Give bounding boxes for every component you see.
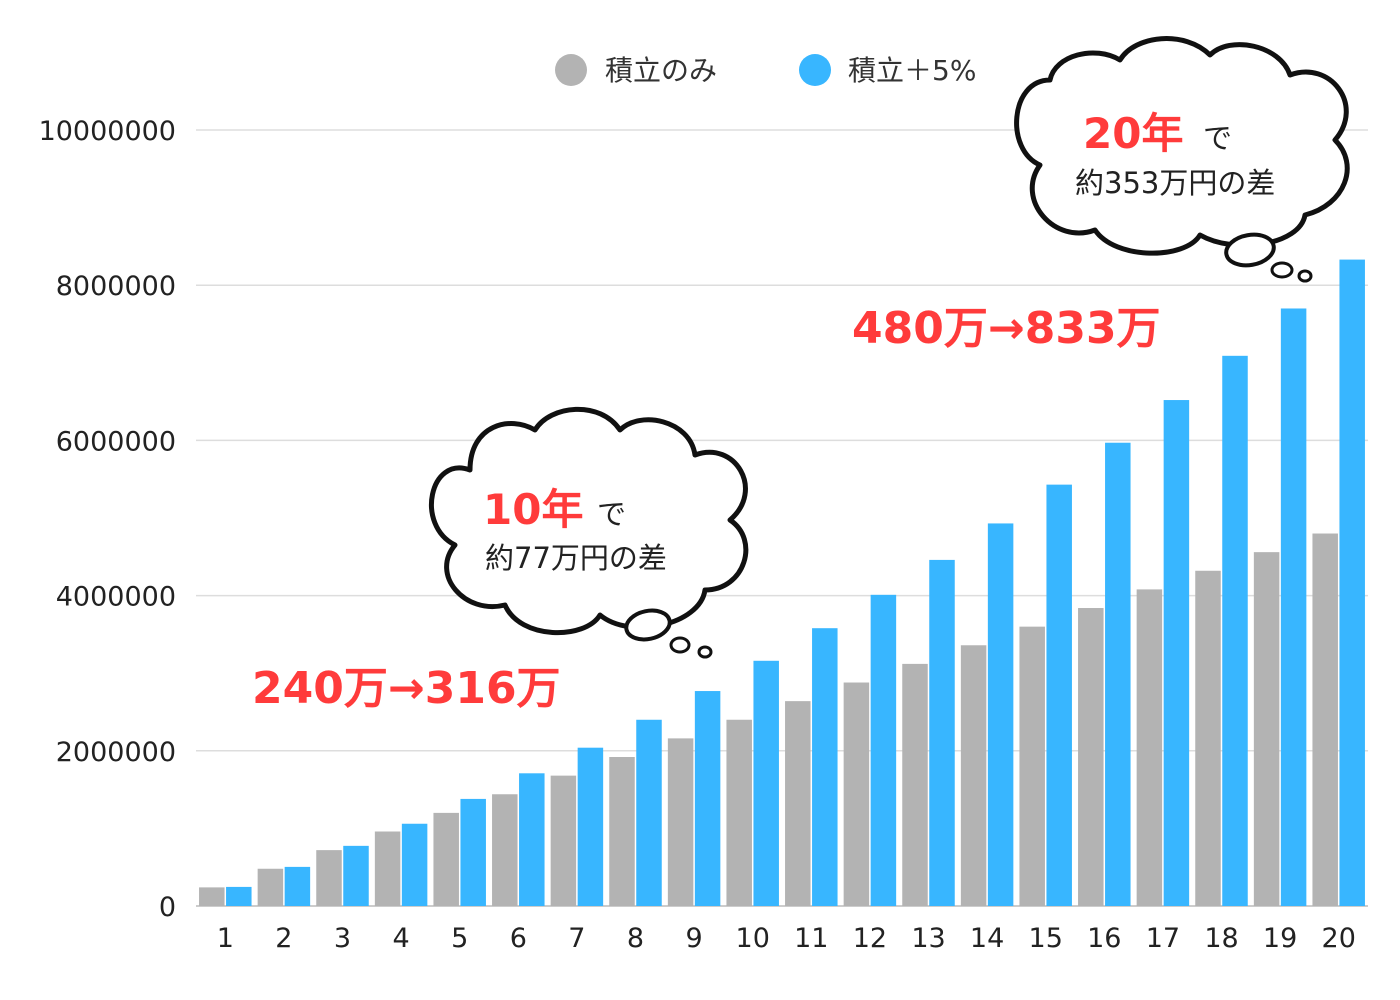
x-tick-label: 20 <box>1322 923 1356 954</box>
bar-savings-plus-5pct-year-2 <box>284 866 311 906</box>
bar-savings-only-year-13 <box>902 663 928 906</box>
legend: 積立のみ 積立＋5% <box>555 54 976 87</box>
bar-savings-only-year-2 <box>257 868 284 906</box>
x-tick-label: 8 <box>627 923 644 954</box>
bar-savings-plus-5pct-year-9 <box>694 691 721 906</box>
cloud-bubble <box>1297 269 1313 283</box>
x-tick-label: 3 <box>334 923 351 954</box>
y-tick-label: 2000000 <box>56 737 176 768</box>
bar-savings-plus-5pct-year-17 <box>1163 400 1190 906</box>
bar-savings-only-year-20 <box>1312 533 1338 906</box>
x-tick-label: 6 <box>510 923 527 954</box>
bar-savings-only-year-17 <box>1136 589 1163 906</box>
y-tick-label: 10000000 <box>39 116 176 147</box>
cloud-20-emphasis: 20年 <box>1083 109 1183 158</box>
bar-savings-only-year-14 <box>960 645 987 906</box>
cloud-10-difference: 約77万円の差 <box>485 541 667 575</box>
legend-marker-1 <box>555 54 587 86</box>
bar-savings-only-year-9 <box>667 738 694 906</box>
x-tick-label: 11 <box>794 923 828 954</box>
legend-marker-2 <box>799 54 831 86</box>
legend-label-1: 積立のみ <box>605 54 717 87</box>
annotation-20-years: 480万→833万 <box>852 303 1161 354</box>
y-tick-label: 0 <box>159 892 176 923</box>
x-tick-label: 10 <box>736 923 770 954</box>
cloud-shape <box>1014 36 1350 256</box>
x-tick-label: 9 <box>686 923 703 954</box>
bar-savings-plus-5pct-year-3 <box>343 845 369 906</box>
y-tick-label: 6000000 <box>56 426 176 457</box>
bar-savings-only-year-8 <box>609 757 635 906</box>
cloud-10-emphasis: 10年 <box>483 485 583 534</box>
bar-savings-plus-5pct-year-1 <box>226 886 252 906</box>
bar-savings-only-year-1 <box>199 887 225 906</box>
bar-savings-plus-5pct-year-19 <box>1280 308 1307 907</box>
y-tick-label: 4000000 <box>56 582 176 613</box>
cloud-bubble <box>624 608 672 642</box>
x-tick-label: 5 <box>451 923 468 954</box>
bar-savings-plus-5pct-year-18 <box>1222 355 1248 906</box>
bar-savings-plus-5pct-year-7 <box>577 747 604 906</box>
bar-savings-plus-5pct-year-10 <box>753 660 779 906</box>
cloud-bubble <box>669 636 691 654</box>
bar-savings-only-year-15 <box>1019 626 1045 906</box>
cloud-shape <box>429 406 749 636</box>
bar-savings-only-year-11 <box>785 701 811 906</box>
x-tick-label: 7 <box>568 923 585 954</box>
x-tick-label: 14 <box>970 923 1004 954</box>
x-tick-label: 18 <box>1204 923 1238 954</box>
bar-savings-plus-5pct-year-5 <box>460 798 486 906</box>
x-tick-label: 2 <box>275 923 292 954</box>
bar-savings-only-year-6 <box>492 794 518 906</box>
x-tick-label: 16 <box>1087 923 1121 954</box>
bar-savings-plus-5pct-year-8 <box>636 719 662 906</box>
x-tick-label: 17 <box>1146 923 1180 954</box>
bar-savings-only-year-3 <box>316 850 342 906</box>
bar-savings-only-year-12 <box>843 682 870 906</box>
bar-savings-plus-5pct-year-6 <box>519 773 545 906</box>
bar-savings-plus-5pct-year-16 <box>1105 442 1131 906</box>
x-tick-label: 1 <box>217 923 234 954</box>
thought-cloud-10-years: 10年 で 約77万円の差 <box>429 406 749 659</box>
bar-savings-plus-5pct-year-14 <box>987 523 1014 906</box>
bar-savings-plus-5pct-year-15 <box>1046 484 1072 906</box>
bar-savings-plus-5pct-year-12 <box>870 594 897 906</box>
x-tick-label: 13 <box>911 923 945 954</box>
x-axis: 1 2 3 4 5 6 7 8 9 10 11 12 13 14 15 16 17 18 19 20 <box>217 923 1356 954</box>
thought-cloud-20-years: 20年 で 約353万円の差 <box>1014 36 1350 283</box>
bar-savings-plus-5pct-year-20 <box>1339 259 1365 906</box>
x-tick-label: 19 <box>1263 923 1297 954</box>
bar-savings-only-year-7 <box>550 775 577 906</box>
bar-savings-only-year-16 <box>1078 608 1104 906</box>
bar-savings-only-year-18 <box>1195 570 1221 906</box>
x-tick-label: 12 <box>853 923 887 954</box>
y-tick-label: 8000000 <box>56 271 176 302</box>
y-axis: 0 2000000 4000000 6000000 8000000 10000000 <box>39 116 176 923</box>
bar-savings-only-year-4 <box>374 831 401 906</box>
cloud-bubble <box>1270 261 1294 279</box>
gridlines <box>196 129 1368 907</box>
bar-savings-plus-5pct-year-11 <box>812 628 838 906</box>
annotation-10-years: 240万→316万 <box>252 663 561 714</box>
bar-savings-plus-5pct-year-13 <box>929 559 955 906</box>
bars <box>199 259 1365 907</box>
bar-savings-only-year-10 <box>726 719 752 906</box>
cloud-bubble <box>1224 232 1276 268</box>
cloud-20-difference: 約353万円の差 <box>1075 166 1275 200</box>
cloud-20-particle: で <box>1203 121 1232 155</box>
x-tick-label: 15 <box>1029 923 1063 954</box>
cloud-bubble <box>697 645 713 659</box>
cloud-10-particle: で <box>597 497 626 531</box>
bar-savings-only-year-5 <box>433 812 459 906</box>
bar-savings-plus-5pct-year-4 <box>401 823 428 906</box>
x-tick-label: 4 <box>393 923 410 954</box>
legend-label-2: 積立＋5% <box>848 54 976 87</box>
bar-savings-only-year-19 <box>1253 552 1280 906</box>
